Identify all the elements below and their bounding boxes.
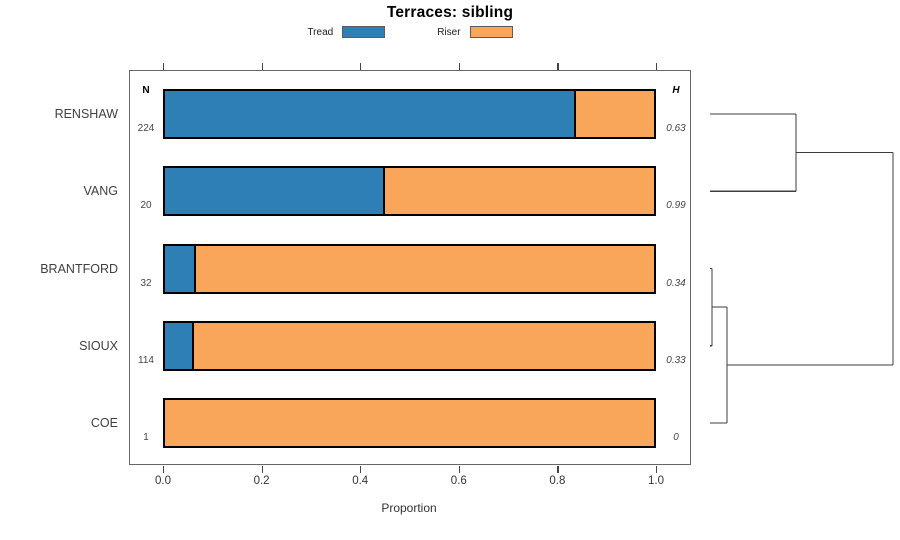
x-tick-top [360, 63, 362, 70]
bar-segment-tread [165, 322, 194, 369]
h-column-header: H [672, 85, 680, 96]
legend-label-tread: Tread [307, 26, 334, 38]
legend-item-tread: Tread [307, 26, 386, 38]
x-tick-label: 0.0 [155, 475, 171, 487]
x-tick-top [458, 63, 461, 70]
row-label: COE [90, 416, 118, 430]
x-tick-bottom [458, 466, 461, 473]
row-label: RENSHAW [54, 107, 118, 121]
n-value: 224 [137, 123, 155, 134]
bar [163, 243, 656, 294]
x-axis-title: Proportion [381, 501, 437, 515]
x-tick-label: 1.0 [648, 475, 664, 487]
legend-swatch-riser-icon [469, 26, 513, 38]
row-label: BRANTFORD [40, 261, 118, 276]
x-tick-top [557, 63, 559, 70]
x-tick-label: 0.8 [549, 475, 566, 487]
h-value: 0.63 [666, 123, 686, 134]
x-tick-bottom [360, 466, 362, 473]
bar-segment-riser [385, 168, 654, 215]
bar [163, 166, 656, 217]
bar-segment-riser [195, 245, 654, 292]
bar-segment-riser [575, 91, 654, 137]
h-value: 0 [673, 432, 679, 443]
legend: Tread Riser [129, 26, 691, 38]
n-value: 32 [140, 277, 152, 289]
n-value: 1 [143, 432, 149, 443]
x-tick-bottom [557, 466, 559, 473]
h-value: 0.33 [666, 354, 686, 366]
bar-segment-tread [165, 91, 576, 137]
x-tick-label: 0.6 [450, 475, 467, 487]
x-tick-top [261, 63, 263, 70]
plot-area [129, 70, 691, 465]
bar-segment-riser [193, 322, 654, 369]
x-tick-bottom [656, 466, 658, 473]
x-tick-top [163, 63, 165, 70]
row-label: SIOUX [79, 338, 118, 353]
x-tick-label: 0.2 [253, 475, 270, 487]
bar-segment-tread [165, 245, 196, 292]
n-column-header: N [142, 85, 150, 96]
bar [163, 398, 656, 448]
x-tick-top [656, 63, 658, 70]
h-value: 0.34 [666, 277, 686, 289]
bar [163, 320, 656, 371]
x-tick-label: 0.4 [352, 475, 369, 487]
bar [163, 89, 656, 139]
chart-title: Terraces: sibling [386, 4, 514, 21]
bar-segment-riser [165, 400, 654, 446]
n-value: 20 [140, 200, 152, 212]
legend-item-riser: Riser [437, 26, 513, 38]
legend-label-riser: Riser [437, 26, 461, 38]
legend-swatch-tread-icon [342, 26, 386, 38]
n-value: 114 [138, 354, 154, 366]
bar-segment-tread [165, 168, 386, 215]
x-tick-bottom [261, 466, 263, 473]
h-value: 0.99 [666, 200, 686, 212]
row-label: VANG [83, 184, 119, 199]
x-tick-bottom [163, 466, 165, 473]
